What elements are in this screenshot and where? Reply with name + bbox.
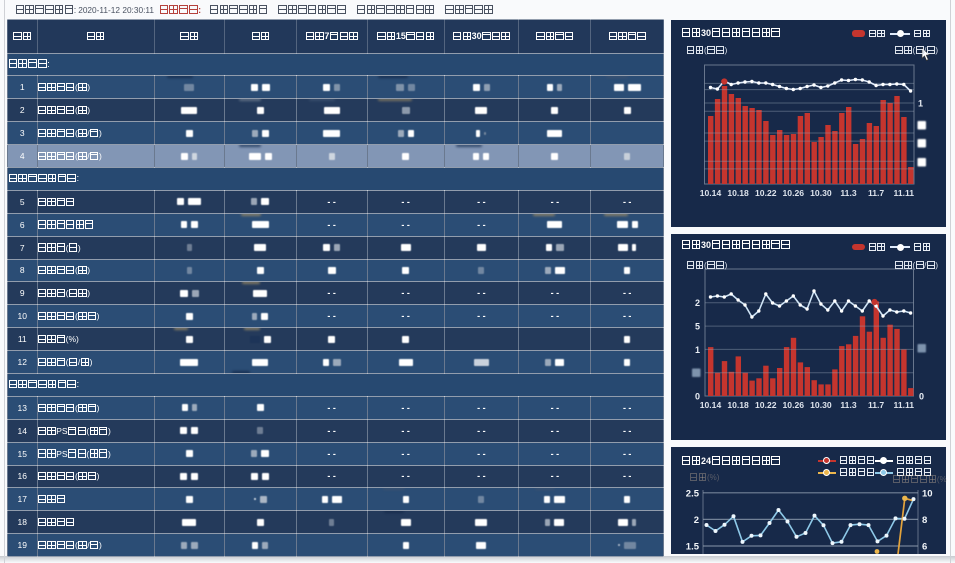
- svg-text:1: 1: [695, 345, 700, 355]
- svg-text:11.11: 11.11: [894, 400, 915, 410]
- svg-text:2: 2: [695, 298, 700, 308]
- svg-text:8: 8: [922, 515, 927, 526]
- svg-text:5: 5: [695, 322, 700, 332]
- svg-text:11.3: 11.3: [840, 400, 856, 410]
- svg-text:10.14: 10.14: [700, 188, 722, 198]
- svg-text:0: 0: [695, 392, 700, 402]
- svg-text:2: 2: [694, 515, 699, 526]
- svg-text:10.18: 10.18: [727, 400, 749, 410]
- svg-text:10.30: 10.30: [810, 188, 832, 198]
- svg-text:10.30: 10.30: [810, 400, 832, 410]
- svg-text:11.7: 11.7: [868, 400, 884, 410]
- svg-text:10.22: 10.22: [755, 400, 777, 410]
- svg-text:10: 10: [922, 489, 933, 500]
- svg-text:10.14: 10.14: [700, 400, 722, 410]
- svg-text:10.26: 10.26: [783, 188, 805, 198]
- svg-text:10.26: 10.26: [783, 400, 805, 410]
- svg-text:6: 6: [922, 542, 927, 553]
- svg-text:11.7: 11.7: [868, 188, 884, 198]
- svg-text:2.5: 2.5: [686, 489, 700, 500]
- svg-text:1: 1: [918, 99, 923, 109]
- svg-text:10.18: 10.18: [727, 188, 749, 198]
- svg-text:0: 0: [919, 392, 924, 402]
- svg-text:1.5: 1.5: [686, 542, 700, 553]
- svg-text:11.11: 11.11: [894, 188, 915, 198]
- svg-text:10.22: 10.22: [755, 188, 777, 198]
- svg-text:11.3: 11.3: [840, 188, 856, 198]
